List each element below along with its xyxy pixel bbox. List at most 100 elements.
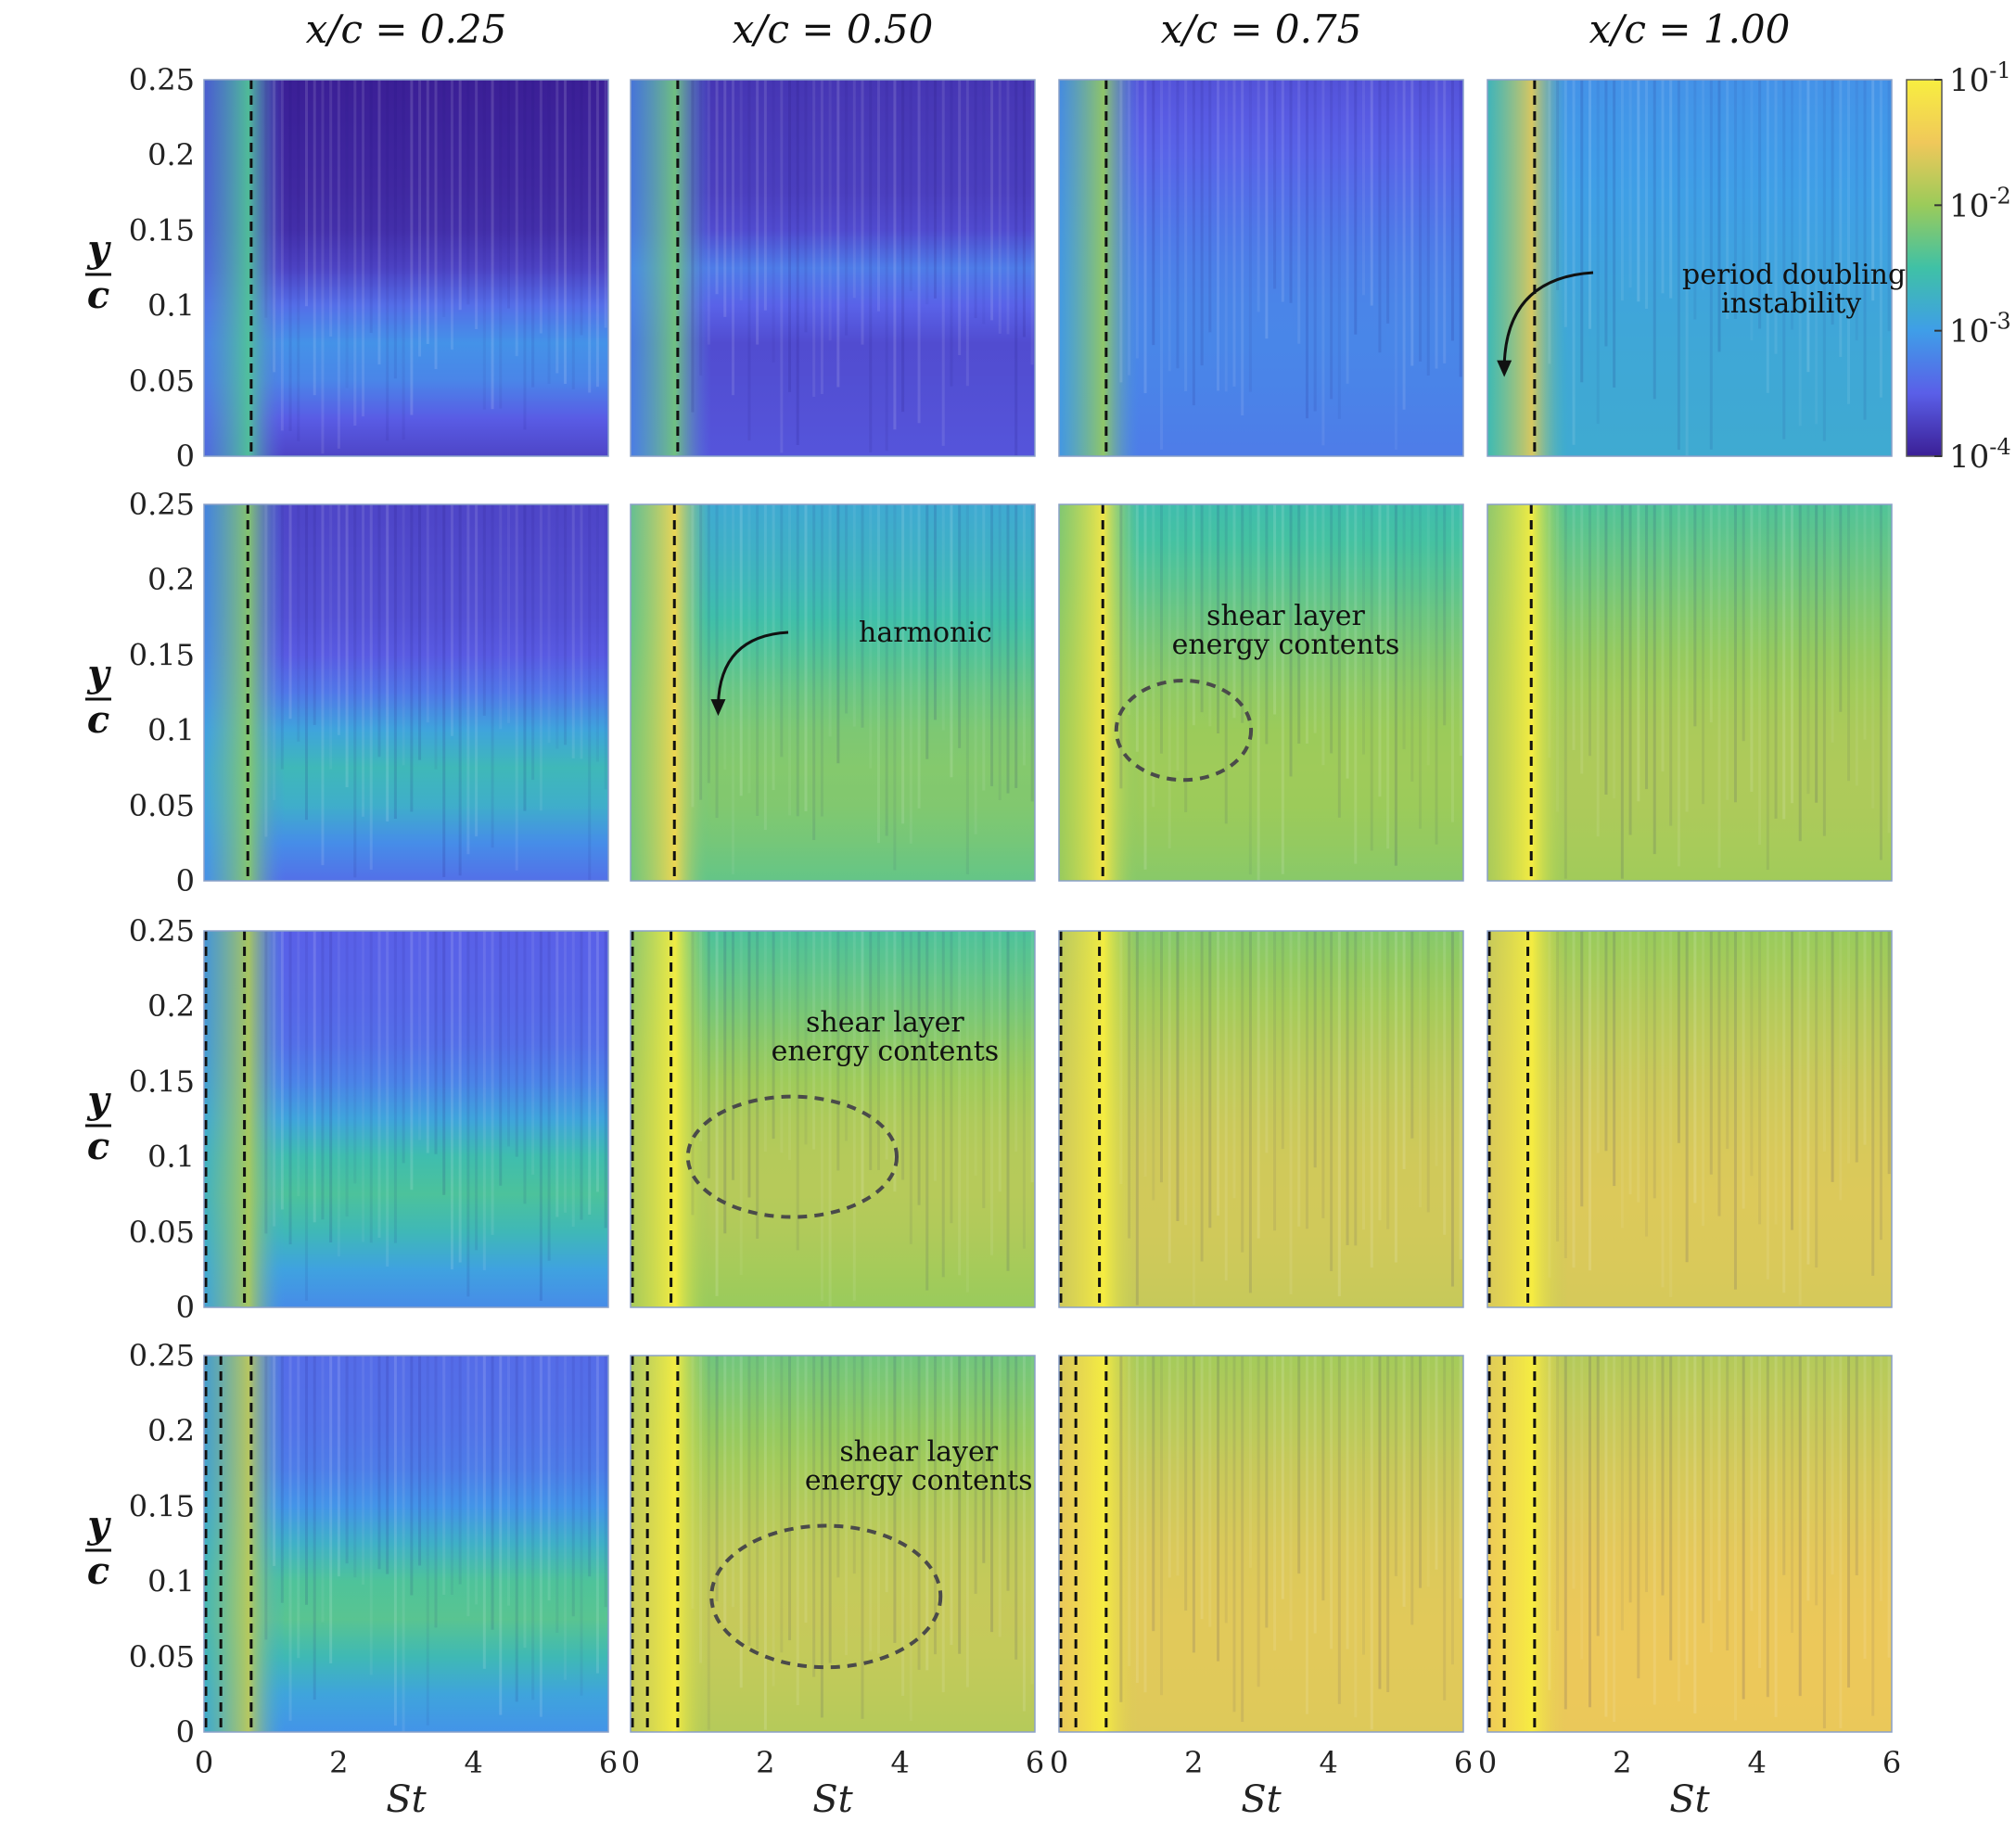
spectral-striation xyxy=(982,931,986,1208)
spectral-striation xyxy=(1305,80,1308,419)
spectral-striation xyxy=(491,504,494,848)
y-tick-label: 0.25 xyxy=(129,62,195,97)
spectral-striation xyxy=(804,931,808,1145)
spectral-striation xyxy=(1410,931,1414,1139)
spectral-striation xyxy=(531,504,535,781)
spectral-striation xyxy=(1831,80,1834,325)
spectral-striation xyxy=(426,1356,429,1726)
panel-r0-c2 xyxy=(1058,79,1470,457)
spectral-striation xyxy=(780,80,784,453)
spectral-striation xyxy=(595,80,599,388)
panel-heatmap xyxy=(1059,504,1463,881)
spectral-striation xyxy=(442,1356,446,1596)
spectral-striation xyxy=(1839,1356,1843,1729)
spectral-striation xyxy=(1459,504,1462,757)
spectral-striation xyxy=(1313,504,1317,733)
spectral-striation xyxy=(1143,931,1147,1177)
panel-r1-c2 xyxy=(1058,503,1464,882)
spectral-striation xyxy=(1354,931,1358,1246)
panel-frame xyxy=(1486,1355,1893,1733)
spectral-striation xyxy=(1330,80,1333,400)
low-frequency-peak-region xyxy=(631,931,712,1307)
spectral-striation xyxy=(1200,504,1204,713)
annotation-arrow-line xyxy=(716,630,789,706)
spectral-striation xyxy=(1419,931,1423,1208)
panel-r0-c0 xyxy=(203,79,609,457)
y-tick-label: 0.1 xyxy=(147,1140,195,1175)
spectral-striation xyxy=(974,504,977,834)
spectral-striation xyxy=(1758,1356,1762,1668)
spectral-striation xyxy=(958,504,962,748)
spectral-striation xyxy=(523,1356,527,1649)
spectral-striation xyxy=(1677,80,1680,451)
spectral-striation xyxy=(812,80,816,397)
spectral-striation xyxy=(1596,1356,1600,1637)
x-tick-label: 4 xyxy=(464,1745,482,1780)
spectral-striation xyxy=(499,1356,503,1715)
spectral-striation xyxy=(950,931,953,1224)
x-axis-label: St xyxy=(386,1778,427,1821)
spectral-striation xyxy=(1184,80,1188,391)
spectral-striation xyxy=(1354,1356,1358,1718)
spectral-striation xyxy=(1378,931,1382,1221)
spectral-striation xyxy=(804,1356,808,1624)
spectral-striation xyxy=(845,80,849,336)
spectral-striation xyxy=(1685,931,1689,1263)
spectral-striation xyxy=(1402,80,1406,410)
spectral-striation xyxy=(893,504,897,871)
y-tick-label: 0 xyxy=(176,863,195,898)
spectral-striation xyxy=(580,80,583,336)
spectral-striation xyxy=(1766,931,1769,1280)
spectral-striation xyxy=(531,80,535,388)
annotation-ellipse xyxy=(1114,679,1254,783)
spectral-striation xyxy=(1402,504,1406,750)
spectral-striation xyxy=(1613,1356,1616,1723)
spectral-striation xyxy=(1305,504,1308,744)
spectral-striation xyxy=(1143,1356,1147,1693)
spectral-striation xyxy=(1791,931,1793,1230)
spectral-striation xyxy=(1435,504,1438,845)
spectral-striation xyxy=(1613,931,1616,1187)
spectral-striation xyxy=(1645,931,1649,1237)
spectral-striation xyxy=(1637,931,1640,1203)
spectral-striation xyxy=(515,80,518,357)
spectral-striation xyxy=(442,80,446,318)
spectral-striation xyxy=(1742,80,1745,309)
spectral-striation xyxy=(1693,1356,1697,1714)
spectral-striation xyxy=(1410,80,1414,366)
spectral-striation xyxy=(386,931,389,1267)
spectral-striation xyxy=(555,1356,559,1633)
spectral-striation xyxy=(1467,80,1470,377)
spectral-striation xyxy=(580,1356,583,1696)
spectral-striation xyxy=(1758,931,1762,1225)
y-label-denominator: c xyxy=(87,274,109,317)
panel-frame xyxy=(1058,930,1464,1308)
spectral-striation xyxy=(564,931,568,1213)
spectral-striation xyxy=(1847,504,1851,782)
spectral-striation xyxy=(1337,1356,1341,1704)
spectral-striation xyxy=(934,931,937,1181)
spectral-striation xyxy=(812,931,816,1150)
y-label-numerator: y xyxy=(86,1503,111,1547)
panel-frame xyxy=(203,79,609,457)
x-tick-label: 0 xyxy=(1478,1745,1497,1780)
spectral-striation xyxy=(1572,80,1576,445)
spectral-striation xyxy=(1184,931,1188,1226)
spectral-striation xyxy=(1354,80,1358,335)
spectral-striation xyxy=(402,504,405,766)
x-tick-label: 2 xyxy=(329,1745,348,1780)
spectral-striation xyxy=(1006,504,1010,794)
spectral-striation xyxy=(869,931,873,1171)
x-tick-label: 2 xyxy=(756,1745,774,1780)
spectral-striation xyxy=(475,80,478,330)
spectral-striation xyxy=(1798,1356,1802,1697)
spectral-striation xyxy=(869,1356,873,1651)
spectral-striation xyxy=(507,1356,510,1606)
spectral-striation xyxy=(982,1356,986,1563)
spectral-striation xyxy=(1200,1356,1204,1620)
spectral-striation xyxy=(1176,1356,1180,1576)
spectral-striation xyxy=(1208,504,1212,727)
spectral-striation xyxy=(466,1356,470,1617)
spectral-striation xyxy=(699,1356,703,1663)
spectral-striation xyxy=(756,80,759,345)
